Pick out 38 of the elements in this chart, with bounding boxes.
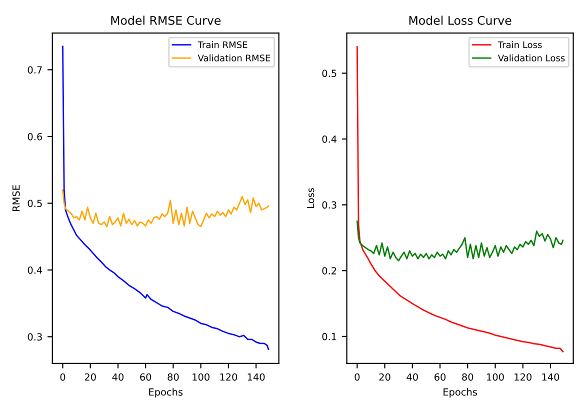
line-series <box>62 189 270 228</box>
y-tick-label: 0.7 <box>28 66 42 74</box>
x-tick-label: 60 <box>434 373 446 381</box>
legend-label: Validation Loss <box>498 54 565 62</box>
x-tick-label: 140 <box>248 373 265 381</box>
y-tick-label: 0.3 <box>28 333 42 341</box>
x-tick-label: 20 <box>379 373 390 381</box>
y-tick-label: 0.5 <box>28 200 42 208</box>
x-tick-label: 80 <box>462 373 474 381</box>
y-axis-title: RMSE <box>12 185 20 212</box>
x-tick-label: 80 <box>168 373 179 381</box>
legend-label: Train Loss <box>498 41 542 48</box>
chart-title: Model Loss Curve <box>409 16 512 25</box>
x-tick-label: 60 <box>140 373 152 381</box>
x-tick-label: 0 <box>60 373 66 381</box>
legend-label: Validation RMSE <box>198 54 270 62</box>
y-tick-label: 0.6 <box>28 132 42 140</box>
y-tick-label: 0.2 <box>322 267 336 274</box>
y-tick-label: 0.5 <box>322 70 336 78</box>
legend-label: Train RMSE <box>198 41 248 48</box>
x-tick-label: 40 <box>112 373 124 381</box>
x-tick-label: 0 <box>354 373 360 381</box>
x-axis-title: Epochs <box>444 388 477 398</box>
y-tick-label: 0.3 <box>322 201 336 209</box>
x-tick-label: 120 <box>514 373 532 381</box>
x-axis-title: Epochs <box>149 388 183 398</box>
x-tick-label: 120 <box>220 373 238 381</box>
x-tick-label: 140 <box>542 373 560 381</box>
x-tick-label: 40 <box>406 373 418 381</box>
y-tick-label: 0.4 <box>322 135 337 143</box>
y-axis-title: Loss <box>306 188 314 208</box>
chart-title: Model RMSE Curve <box>111 16 221 25</box>
x-tick-label: 100 <box>192 373 210 381</box>
y-tick-label: 0.4 <box>28 266 42 274</box>
x-tick-label: 20 <box>84 373 96 381</box>
x-tick-label: 100 <box>487 373 504 381</box>
line-series <box>356 220 564 262</box>
y-tick-label: 0.1 <box>322 332 336 340</box>
